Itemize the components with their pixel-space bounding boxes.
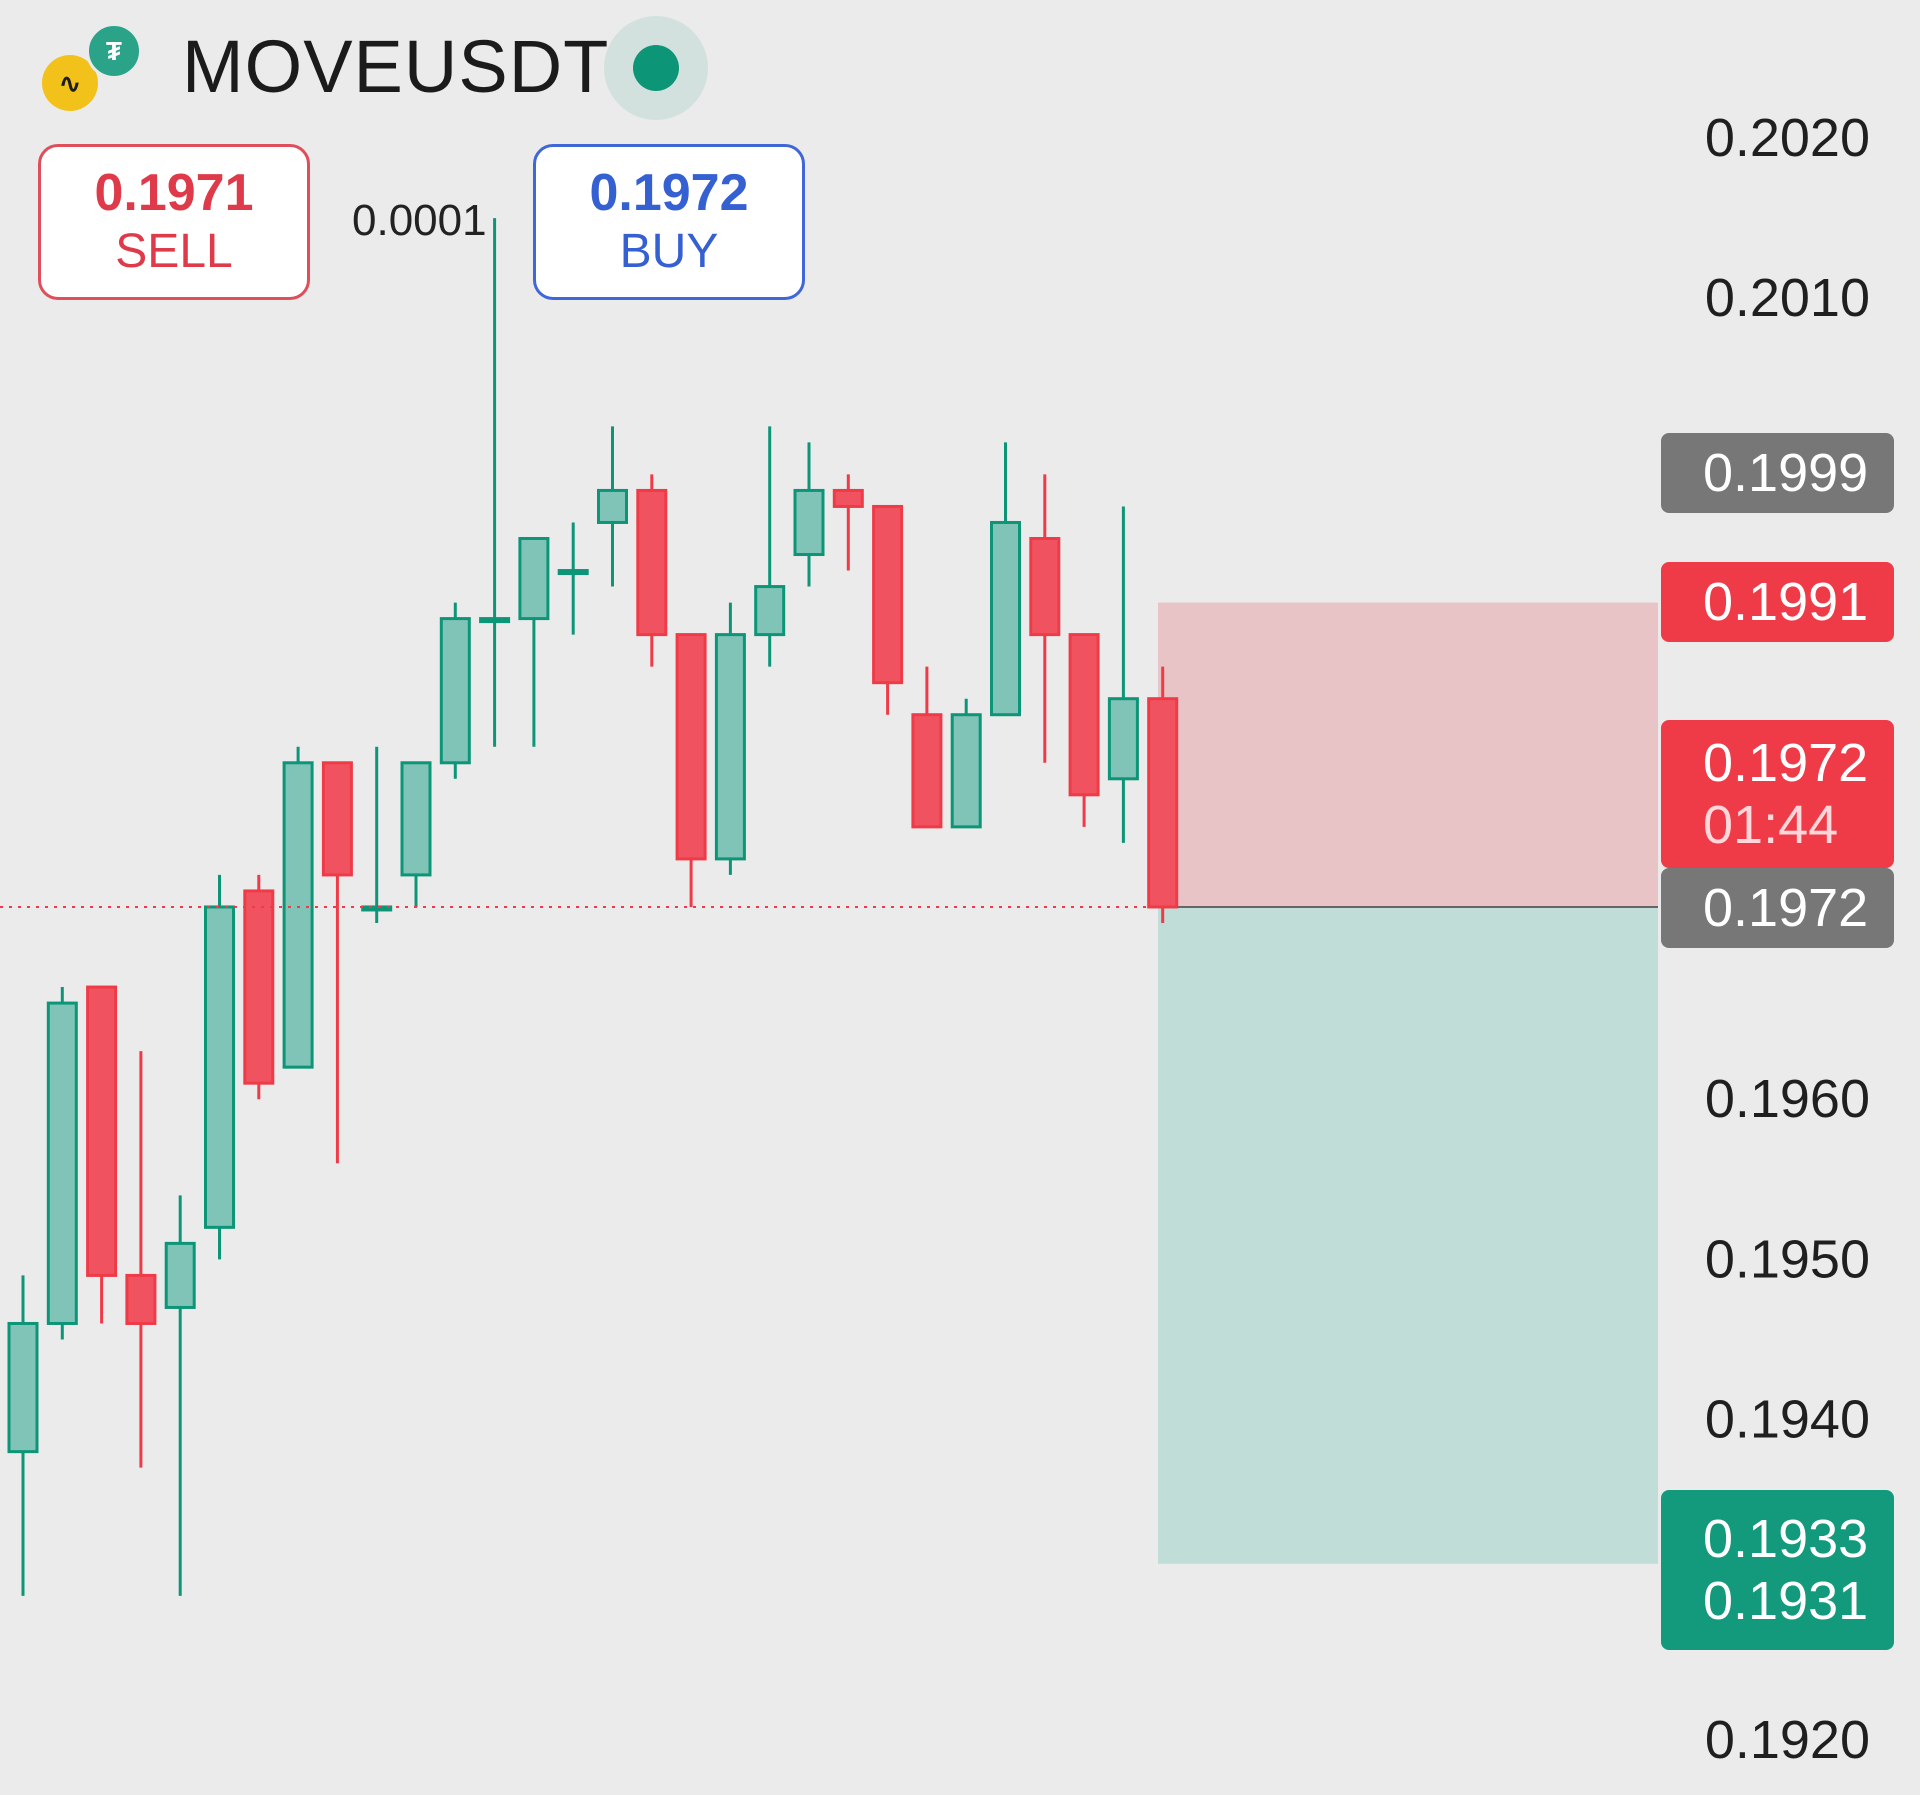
live-status-indicator (604, 16, 708, 120)
symbol-title[interactable]: MOVEUSDT (182, 24, 610, 108)
candle-body (1147, 697, 1179, 909)
candle (125, 1051, 157, 1468)
candle (204, 874, 235, 1260)
candle-body (832, 488, 864, 508)
candle (46, 987, 78, 1340)
live-status-dot-icon (633, 45, 679, 91)
candle (911, 666, 943, 829)
candle-body (46, 1001, 78, 1325)
high-price-tag: 0.1999 (1661, 433, 1894, 513)
candle (754, 426, 786, 667)
y-axis-ticks: 0.2020 0.2010 0.1960 0.1950 0.1940 0.1920 (1705, 108, 1870, 1770)
candle (675, 633, 707, 907)
candle (597, 426, 628, 587)
candle (1029, 474, 1061, 763)
tether-icon: ₮ (86, 23, 142, 79)
y-tick-label: 0.1950 (1705, 1229, 1870, 1289)
candle (321, 761, 353, 1164)
position-zones (1158, 602, 1658, 1564)
buy-button[interactable]: 0.1972 BUY (533, 144, 805, 300)
pair-logo: ∿ ₮ (36, 21, 142, 111)
candle (518, 537, 550, 747)
candle-body (86, 985, 118, 1277)
take-profit-zone (1158, 906, 1658, 1564)
candle-body (125, 1273, 157, 1325)
candle-body (204, 905, 235, 1229)
candles (7, 218, 1179, 1596)
candle (557, 522, 589, 635)
spread-value: 0.0001 (352, 196, 487, 245)
stop-loss-value: 0.1991 (1703, 572, 1869, 632)
candle (7, 1275, 39, 1596)
candle (1068, 633, 1100, 827)
candle-body (714, 633, 746, 861)
take-profit-tag[interactable]: 0.1933 0.1931 (1661, 1490, 1894, 1650)
last-price-tag: 0.1972 01:44 (1661, 720, 1894, 868)
entry-price-tag[interactable]: 0.1972 (1661, 868, 1894, 948)
candle-body (754, 585, 786, 637)
candle-body (243, 889, 275, 1085)
candle (872, 504, 904, 715)
candle-body (636, 488, 668, 637)
candle-body (872, 504, 904, 685)
candle-body (439, 617, 471, 765)
y-tick-label: 0.2020 (1705, 108, 1870, 168)
sell-price: 0.1971 (94, 164, 254, 222)
entry-price-value: 0.1972 (1703, 878, 1869, 938)
stop-loss-tag[interactable]: 0.1991 (1661, 562, 1894, 642)
candle (479, 218, 511, 747)
high-price-value: 0.1999 (1703, 443, 1869, 503)
sell-label: SELL (115, 225, 233, 278)
candle-body (990, 520, 1021, 717)
candle-body (557, 569, 589, 576)
candle-body (282, 761, 314, 1069)
sell-button[interactable]: 0.1971 SELL (38, 144, 310, 300)
chart-header: ∿ ₮ MOVEUSDT (36, 18, 609, 114)
candle-body (479, 617, 511, 624)
candle-body (164, 1241, 196, 1309)
candle-body (1107, 697, 1139, 781)
y-tick-label: 0.1940 (1705, 1390, 1870, 1450)
candle-body (518, 537, 550, 621)
buy-price: 0.1972 (589, 164, 749, 222)
buy-label: BUY (619, 225, 719, 278)
candle-body (361, 905, 393, 912)
candle (361, 746, 393, 923)
candle-countdown: 01:44 (1703, 795, 1839, 855)
candle (243, 874, 275, 1100)
y-tick-label: 0.1960 (1705, 1069, 1870, 1129)
candle-body (675, 633, 707, 861)
candle-body (321, 761, 353, 877)
candle (164, 1195, 196, 1596)
candle (832, 474, 864, 571)
candle (950, 698, 982, 829)
take-profit-value: 0.1933 (1703, 1509, 1869, 1569)
low-price-value: 0.1931 (1703, 1571, 1869, 1631)
last-price-value: 0.1972 (1703, 733, 1869, 793)
y-tick-label: 0.2010 (1705, 268, 1870, 328)
candle-body (911, 713, 943, 829)
candle-body (950, 713, 982, 829)
candle (1147, 666, 1179, 923)
candle (714, 602, 746, 875)
candle-body (597, 488, 628, 524)
candle (439, 602, 471, 779)
candle-body (7, 1321, 39, 1454)
candle-body (793, 488, 825, 557)
candle (636, 474, 668, 667)
candle-body (1068, 633, 1100, 797)
candle (400, 761, 432, 907)
stop-loss-zone (1158, 602, 1658, 907)
candle-body (1029, 537, 1061, 637)
y-tick-label: 0.1920 (1705, 1710, 1870, 1770)
candle (86, 985, 118, 1324)
candle (793, 442, 825, 587)
candle (990, 442, 1021, 717)
candle (1107, 506, 1139, 843)
candle-body (400, 761, 432, 877)
